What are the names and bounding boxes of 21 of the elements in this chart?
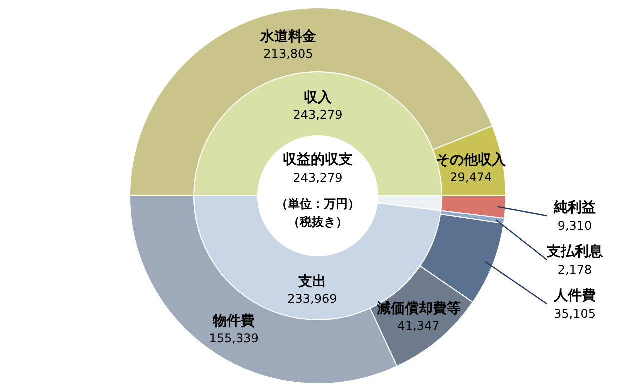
slice-label: 支出 [297,274,326,290]
slice-label: 物件費 [212,314,256,330]
data-label: 41,347 [398,319,440,334]
data-label: 243,279 [293,108,343,122]
data-label: 35,105 [554,307,596,321]
data-label: 233,969 [288,292,338,306]
slice-label: 人件費 [553,288,596,304]
slice-label: 収入 [304,90,333,106]
slice-label: 減価償却費等 [376,301,461,318]
data-label: 29,474 [450,170,492,184]
data-label: 2,178 [558,263,592,277]
text: 243,279 [293,171,343,185]
data-label: 9,310 [558,219,592,233]
text: 収益的収支 [283,152,353,168]
slice-label: 支払利息 [546,244,604,260]
text: （単位：万円） [276,197,360,211]
data-label: 213,805 [264,46,314,61]
slice-label: 純利益 [553,200,596,216]
slice-label: 水道料金 [259,28,318,45]
text: （税抜き） [288,215,348,229]
data-label: 155,339 [209,332,259,346]
